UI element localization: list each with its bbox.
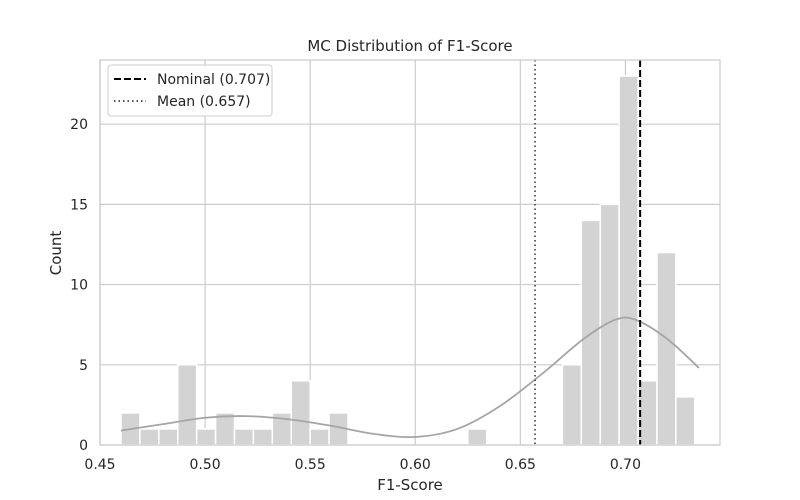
plot-frame [99, 59, 721, 446]
x-tick-label: 0.60 [400, 457, 431, 473]
legend-mean-label: Mean (0.657) [157, 94, 251, 110]
x-tick-label: 0.65 [505, 457, 536, 473]
histogram-bar [656, 251, 677, 446]
histogram-bar [290, 380, 311, 446]
y-tick-label: 15 [70, 197, 88, 213]
histogram-bar [214, 412, 236, 446]
y-tick-labels: 0 5 10 15 20 [70, 117, 88, 454]
x-tick-label: 0.45 [84, 457, 115, 473]
histogram-bar [252, 428, 274, 446]
histogram-bar [580, 219, 601, 446]
legend-box [107, 64, 273, 117]
x-tick-label: 0.50 [189, 457, 220, 473]
histogram-bar [195, 428, 217, 446]
histogram-bar [139, 428, 160, 446]
histogram-bar [309, 428, 330, 446]
kde-curve [120, 316, 700, 439]
y-tick-label: 5 [79, 358, 88, 374]
kde-line [120, 316, 700, 439]
histogram-bar [675, 396, 696, 446]
x-tick-labels: 0.45 0.50 0.55 0.60 0.65 0.70 [84, 457, 641, 473]
legend-nominal-label: Nominal (0.707) [157, 72, 270, 88]
x-tick-label: 0.70 [610, 457, 641, 473]
histogram-bar [618, 75, 639, 446]
chart-title: MC Distribution of F1-Score [307, 37, 512, 55]
histogram-bars [120, 75, 696, 446]
histogram-bar [599, 203, 620, 446]
histogram-bar [177, 364, 198, 446]
histogram-bar [233, 428, 255, 446]
x-tick-label: 0.55 [295, 457, 326, 473]
histogram-bar [467, 428, 488, 446]
legend: Nominal (0.707) Mean (0.657) [107, 64, 273, 117]
histogram-bar [158, 428, 179, 446]
reference-lines [534, 60, 642, 445]
y-tick-label: 0 [79, 438, 88, 454]
x-axis-title: F1-Score [377, 476, 443, 494]
y-axis-title: Count [47, 231, 65, 276]
y-tick-label: 10 [70, 278, 88, 294]
histogram-bar [561, 364, 583, 446]
y-tick-label: 20 [70, 117, 88, 133]
